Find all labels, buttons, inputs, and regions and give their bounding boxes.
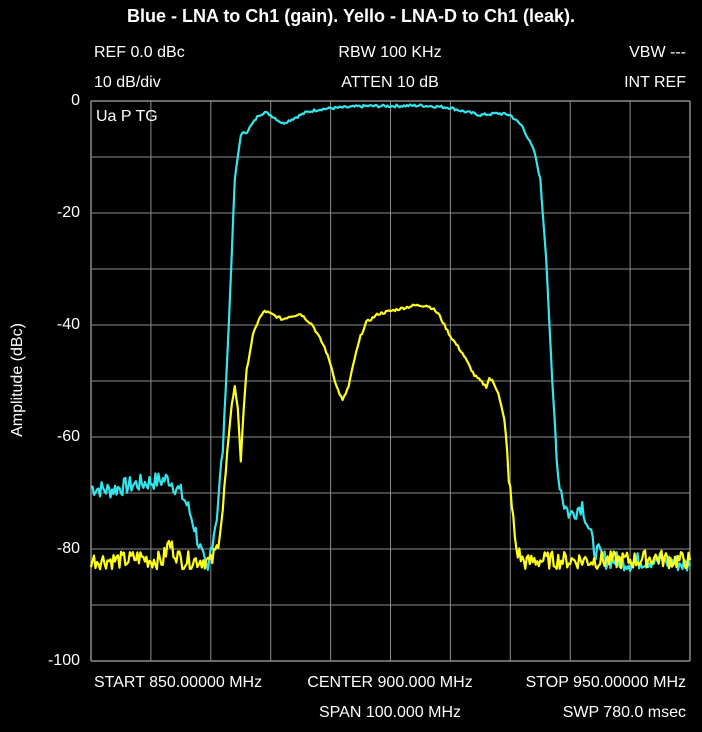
span-label: SPAN 100.000 MHz — [319, 704, 461, 721]
gain-trace-line — [90, 103, 692, 573]
sweep-time-label: SWP 780.0 msec — [562, 704, 686, 721]
vbw-label: VBW --- — [629, 44, 686, 61]
y-tick-label: -40 — [56, 316, 80, 333]
start-freq-label: START 850.00000 MHz — [94, 674, 263, 691]
y-tick-label: -80 — [56, 540, 80, 557]
leak-trace-line — [89, 303, 692, 571]
traces — [89, 103, 692, 573]
scale-label: 10 dB/div — [94, 74, 161, 91]
chart-title: Blue - LNA to Ch1 (gain). Yello - LNA-D … — [126, 6, 575, 26]
y-tick-label: 0 — [71, 92, 80, 109]
rbw-label: RBW 100 KHz — [338, 44, 442, 61]
y-tick-label: -60 — [56, 428, 80, 445]
y-tick-label: -20 — [56, 204, 80, 221]
y-tick-label: -100 — [47, 652, 80, 669]
atten-label: ATTEN 10 dB — [341, 74, 439, 91]
int-ref-label: INT REF — [624, 74, 686, 91]
center-freq-label: CENTER 900.000 MHz — [307, 674, 473, 691]
trace-mode-label: Ua P TG — [96, 108, 158, 125]
grid — [90, 100, 691, 662]
stop-freq-label: STOP 950.00000 MHz — [525, 674, 686, 691]
ref-level-label: REF 0.0 dBc — [94, 44, 185, 61]
